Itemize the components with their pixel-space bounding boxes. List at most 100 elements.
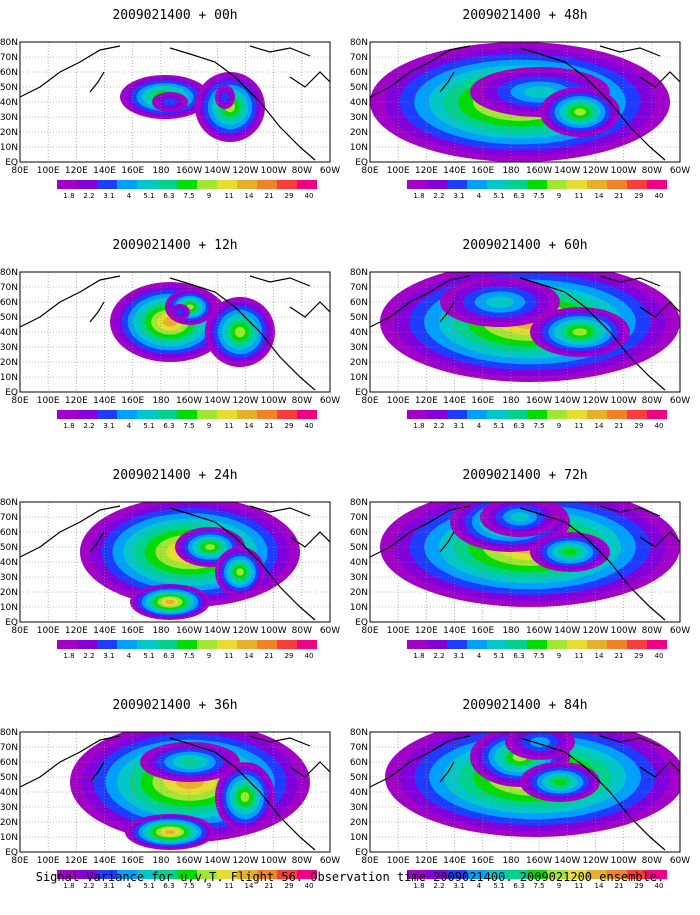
longitude-label: 140W <box>554 856 580 866</box>
colorbar-level-label: 7.5 <box>183 422 194 430</box>
colorbar-swatch <box>257 870 277 879</box>
longitude-label: 180 <box>152 856 169 866</box>
field-shading <box>20 732 330 852</box>
colorbar-swatch <box>217 180 237 189</box>
latitude-label: 80N <box>350 268 368 278</box>
shaded-contour <box>523 86 557 98</box>
colorbar-swatch <box>77 870 97 879</box>
colorbar-swatch <box>57 180 77 189</box>
colorbar-level-label: 40 <box>305 192 314 200</box>
colorbar-swatch <box>237 640 257 649</box>
colorbar-swatch <box>97 180 117 189</box>
colorbar-swatch <box>507 410 527 419</box>
longitude-label: 140E <box>93 626 116 636</box>
longitude-label: 60W <box>670 166 690 176</box>
colorbar-level-label: 11 <box>575 422 584 430</box>
longitude-label: 100W <box>261 626 287 636</box>
coastline <box>249 45 311 57</box>
coastline <box>20 45 121 98</box>
coastline <box>169 277 316 391</box>
colorbar-level-label: 7.5 <box>183 192 194 200</box>
map-frame <box>369 271 681 393</box>
longitude-label: 160E <box>121 166 144 176</box>
longitude-label: 160E <box>471 396 494 406</box>
field-shading <box>370 502 680 622</box>
colorbar-swatch <box>277 410 297 419</box>
longitude-label: 120E <box>415 396 438 406</box>
colorbar-swatch <box>447 180 467 189</box>
latitude-label: 60N <box>350 528 368 538</box>
latitude-label: 80N <box>0 38 18 48</box>
colorbar-level-label: 4 <box>477 192 482 200</box>
colorbar-swatch <box>587 180 607 189</box>
longitude-label: 80E <box>361 856 378 866</box>
longitude-label: 100W <box>261 396 287 406</box>
colorbar-swatch <box>547 410 567 419</box>
latitude-label: 10N <box>0 373 18 383</box>
latitude-label: 10N <box>0 603 18 613</box>
longitude-label: 120W <box>582 626 608 636</box>
colorbar-level-label: 1.8 <box>413 652 424 660</box>
colorbar-swatch <box>487 180 507 189</box>
map-panel: 2009021400 + 36h 80N 70N 60N 50N 40N 30N 20N 10N… <box>0 690 350 915</box>
colorbar-level-label: 40 <box>655 422 664 430</box>
longitude-label: 120W <box>582 166 608 176</box>
latitude-label: 60N <box>0 528 18 538</box>
colorbar-swatch <box>407 410 427 419</box>
colorbar-level-label: 3.1 <box>453 882 464 890</box>
coastline <box>169 47 316 161</box>
coastline <box>249 505 311 517</box>
colorbar-level-label: 2.2 <box>83 882 94 890</box>
colorbar-level-label: 7.5 <box>183 652 194 660</box>
longitude-label: 100W <box>261 166 287 176</box>
colorbar-swatch <box>257 640 277 649</box>
latitude-label: 80N <box>0 728 18 738</box>
longitude-label: 160E <box>121 626 144 636</box>
colorbar-swatch <box>117 870 137 879</box>
field-shading <box>20 272 330 392</box>
colorbar-level-label: 9 <box>207 422 211 430</box>
shaded-contour <box>563 548 577 556</box>
longitude-label: 120E <box>65 856 88 866</box>
map-frame <box>19 731 331 853</box>
colorbar-level-label: 3.1 <box>453 652 464 660</box>
colorbar-level-label: 40 <box>655 882 664 890</box>
colorbar-swatch <box>157 640 177 649</box>
longitude-label: 80E <box>361 626 378 636</box>
coastline <box>20 275 121 328</box>
longitude-label: 160E <box>471 166 494 176</box>
longitude-label: 100W <box>611 626 637 636</box>
colorbar-level-label: 4 <box>127 422 132 430</box>
coastline <box>89 761 105 783</box>
latitude-label: EQ <box>355 848 368 858</box>
colorbar-swatch <box>237 410 257 419</box>
longitude-label: 120E <box>65 396 88 406</box>
field-shading <box>370 732 680 852</box>
colorbar-level-label: 1.8 <box>63 652 74 660</box>
longitude-label: 140E <box>443 166 466 176</box>
longitude-label: 80W <box>642 626 662 636</box>
colorbar-swatch <box>177 410 197 419</box>
longitude-label: 140E <box>443 856 466 866</box>
colorbar-level-label: 5.1 <box>493 422 504 430</box>
longitude-label: 120W <box>232 396 258 406</box>
colorbar-level-label: 14 <box>245 192 254 200</box>
colorbar-level-label: 3.1 <box>103 652 114 660</box>
longitude-label: 140E <box>443 626 466 636</box>
map-frame <box>369 731 681 853</box>
colorbar-level-label: 1.8 <box>413 882 424 890</box>
latitude-label: 50N <box>0 773 18 783</box>
colorbar-level-label: 4 <box>477 882 482 890</box>
colorbar-level-label: 14 <box>595 652 604 660</box>
colorbar-swatch <box>157 410 177 419</box>
colorbar-swatch <box>117 180 137 189</box>
latitude-label: 10N <box>350 833 368 843</box>
panel-title: 2009021400 + 24h <box>112 468 238 483</box>
latitude-label: 40N <box>350 788 368 798</box>
colorbar-swatch <box>567 410 587 419</box>
longitude-label: 100E <box>37 166 60 176</box>
colorbar-swatch <box>627 180 647 189</box>
latitude-label: 70N <box>350 513 368 523</box>
colorbar-level-label: 40 <box>655 192 664 200</box>
